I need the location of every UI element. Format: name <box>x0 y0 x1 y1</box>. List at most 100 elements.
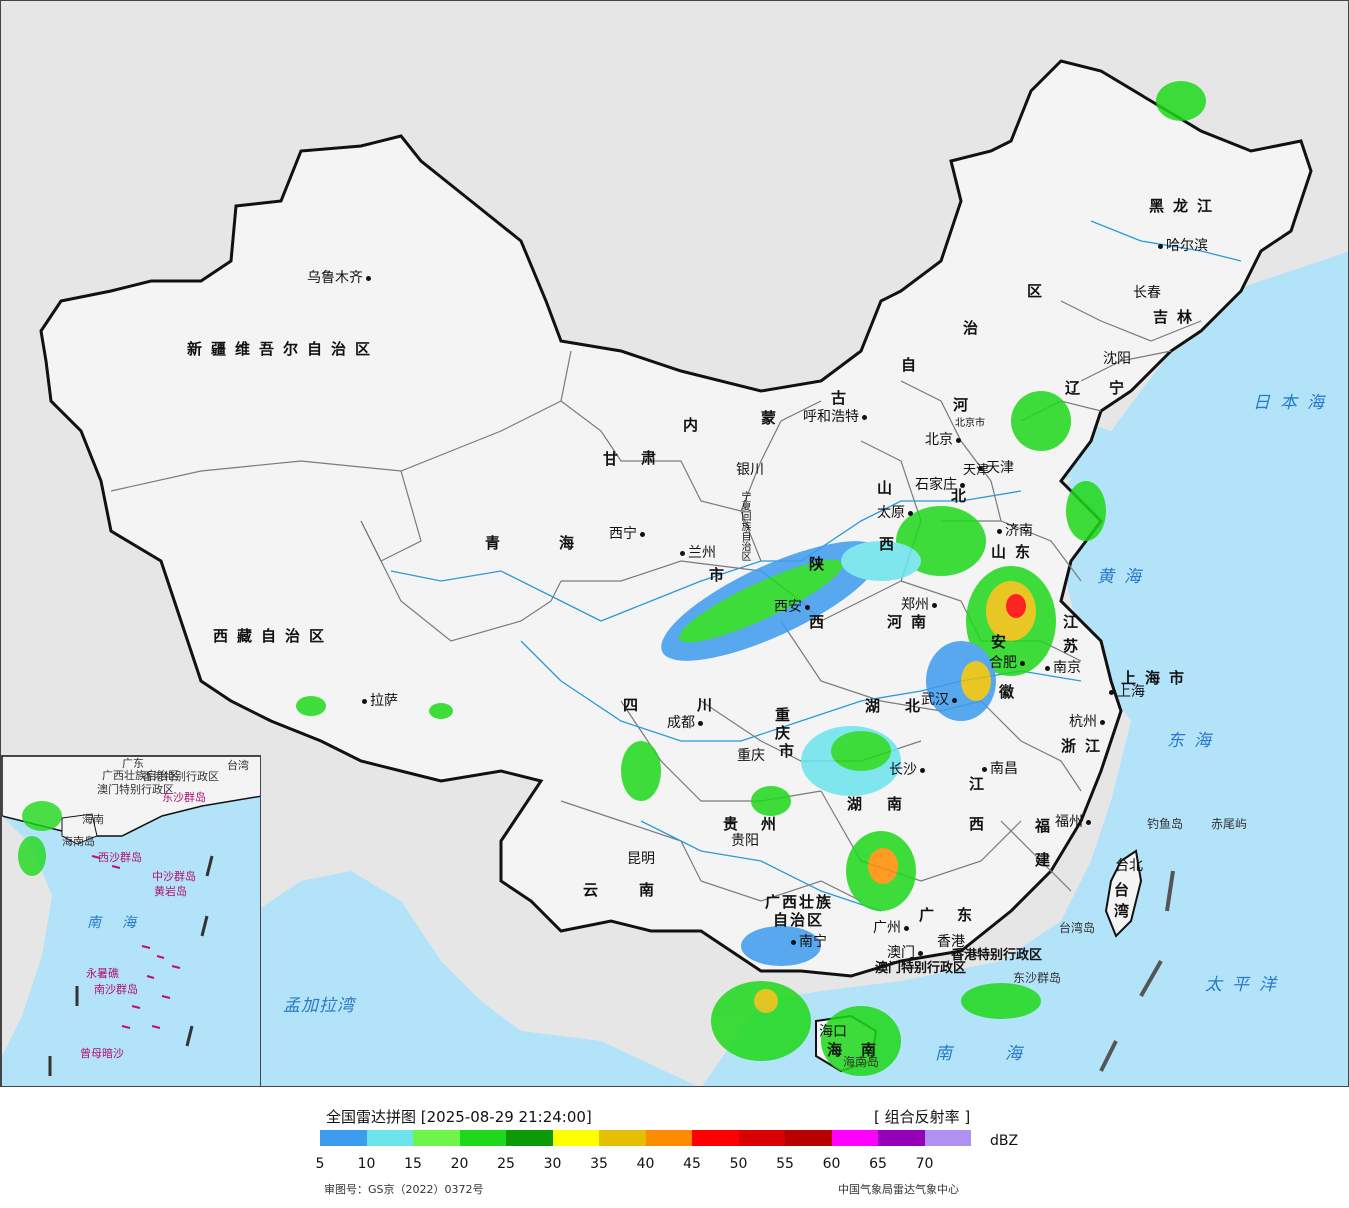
inset-label-zengmu: 曾母暗沙 <box>80 1047 124 1060</box>
inset-label-hainan: 海南 <box>82 813 104 826</box>
city-lanzhou: 兰州 <box>677 546 716 560</box>
legend-tick-70: 70 <box>915 1156 934 1172</box>
island-taiwan: 台湾岛 <box>1059 921 1096 935</box>
label-zhejiang: 浙江 <box>1061 737 1110 755</box>
city-shijiazhuang: 石家庄 <box>915 478 968 492</box>
city-guangzhou: 广州 <box>873 921 912 935</box>
label-guizhou-a: 贵 <box>723 815 748 833</box>
city-hangzhou: 杭州 <box>1069 715 1108 729</box>
label-xinjiang: 新疆维吾尔自治区 <box>187 340 380 358</box>
label-gansu-b: 肃 <box>641 449 666 467</box>
inset-label-xisha: 西沙群岛 <box>98 851 142 864</box>
label-hainan-a: 海 <box>827 1041 852 1059</box>
city-jinan: 济南 <box>994 524 1033 538</box>
city-beijing-municipality: 北京市 <box>955 418 985 429</box>
legend-tick-10: 10 <box>357 1156 376 1172</box>
legend-tick-40: 40 <box>636 1156 655 1172</box>
label-anhui-b: 徽 <box>999 683 1024 701</box>
sea-south-a: 南 <box>935 1044 962 1064</box>
city-shenyang: 沈阳 <box>1103 351 1131 367</box>
label-henan: 河南 <box>887 613 936 631</box>
legend-swatch-5 <box>320 1130 367 1146</box>
legend-tick-65: 65 <box>869 1156 887 1172</box>
label-xizang: 西藏自治区 <box>213 627 334 645</box>
city-harbin: 哈尔滨 <box>1155 239 1208 253</box>
south-china-sea-inset: 广西壮族自治区 广东 香港特别行政区 澳门特别行政区 台湾 东沙群岛 海南 海南… <box>1 755 261 1086</box>
city-nanjing: 南京 <box>1042 661 1081 675</box>
label-shaanxi-a: 陕 <box>809 555 834 573</box>
legend-swatch-55 <box>785 1130 832 1146</box>
label-guangxi-a: 广西壮族 <box>765 893 834 911</box>
legend-tick-20: 20 <box>450 1156 469 1172</box>
legend-tick-35: 35 <box>590 1156 608 1172</box>
inset-label-nansha: 南沙群岛 <box>94 983 138 996</box>
label-gansu-a: 甘 <box>603 450 628 468</box>
label-sichuan-b: 川 <box>697 696 722 714</box>
label-anhui-a: 安 <box>991 633 1016 651</box>
legend-tick-45: 45 <box>683 1156 701 1172</box>
city-chongqing: 重庆 <box>737 748 765 764</box>
city-macau: 澳门 <box>887 946 926 960</box>
label-guangxi-b: 自治区 <box>773 911 825 929</box>
label-yunnan-a: 云 <box>583 881 608 899</box>
label-liaoning-a: 辽 <box>1065 379 1090 397</box>
taiwan-island-shape <box>1104 849 1143 938</box>
legend-swatch-25 <box>506 1130 553 1146</box>
radar-echoes <box>296 81 1206 1076</box>
city-fuzhou: 福州 <box>1055 815 1094 829</box>
label-qinghai-a: 青 <box>485 534 510 552</box>
label-hainan-b: 南 <box>861 1041 886 1059</box>
label-shandong: 山东 <box>991 543 1040 561</box>
island-hainan: 海南岛 <box>843 1055 880 1069</box>
label-shanghai: 上海市 <box>1121 669 1194 687</box>
label-hunan-a: 湖 <box>847 795 872 813</box>
city-lhasa: 拉萨 <box>359 694 398 708</box>
label-taiwan-a: 台 <box>1114 881 1139 899</box>
label-chongqing-a: 重 <box>775 706 800 724</box>
legend-swatch-45 <box>692 1130 739 1146</box>
inset-label-guangxi: 广西壮族自治区 <box>102 769 179 782</box>
maritime-boundaries <box>1099 870 1175 1072</box>
legend-swatch-65 <box>878 1130 925 1146</box>
city-chengdu: 成都 <box>667 716 706 730</box>
city-kunming: 昆明 <box>627 851 655 867</box>
label-shanxi-b: 西 <box>879 535 904 553</box>
legend-swatch-35 <box>599 1130 646 1146</box>
credit-text: 中国气象局雷达气象中心 <box>838 1183 959 1196</box>
label-qinghai-b: 海 <box>559 534 584 552</box>
inset-label-hainan-island: 海南岛 <box>62 835 95 848</box>
label-jiangsu-a: 江 <box>1063 613 1088 631</box>
island-dongsha: 东沙群岛 <box>1013 971 1062 985</box>
legend-product: [ 组合反射率 ] <box>874 1108 971 1126</box>
china-outline <box>39 59 1313 978</box>
label-hubei-a: 湖 <box>865 697 890 715</box>
city-nanchang: 南昌 <box>979 762 1018 776</box>
city-shanghai: 上海 <box>1106 685 1145 699</box>
city-nanning: 南宁 <box>788 935 827 949</box>
approval-number: 审图号：GS京（2022）0372号 <box>324 1183 484 1196</box>
legend-tick-15: 15 <box>404 1156 422 1172</box>
label-gansu-shi: 市 <box>709 566 734 584</box>
sea-south-b: 海 <box>1005 1044 1032 1064</box>
label-neimeng-c: 古 <box>831 389 856 407</box>
legend-panel: 全国雷达拼图 [2025-08-29 21:24:00] [ 组合反射率 ] d… <box>0 1087 1349 1208</box>
label-sichuan-a: 四 <box>623 696 648 714</box>
label-hunan-b: 南 <box>887 795 912 813</box>
sea-bengal: 孟加拉湾 <box>283 996 355 1016</box>
sea-japan: 日本海 <box>1253 393 1334 413</box>
city-changsha: 长沙 <box>889 763 928 777</box>
city-hongkong: 香港 <box>937 934 965 950</box>
sea-pacific: 太平洋 <box>1205 975 1286 995</box>
label-neimeng-d: 自 <box>901 356 926 374</box>
inset-label-guangdong: 广东 <box>122 757 144 770</box>
label-liaoning-b: 宁 <box>1109 379 1134 397</box>
legend-tick-50: 50 <box>729 1156 748 1172</box>
city-taiyuan: 太原 <box>877 506 916 520</box>
city-yinchuan: 银川 <box>736 462 764 478</box>
legend-tick-5: 5 <box>315 1156 325 1172</box>
label-macau-sar: 澳门特别行政区 <box>875 961 967 976</box>
city-guiyang: 贵阳 <box>731 833 759 849</box>
city-changchun: 长春 <box>1133 285 1161 301</box>
label-ningxia: 宁夏回族自治区 <box>739 491 750 561</box>
sea-yellow: 黄海 <box>1097 567 1151 587</box>
